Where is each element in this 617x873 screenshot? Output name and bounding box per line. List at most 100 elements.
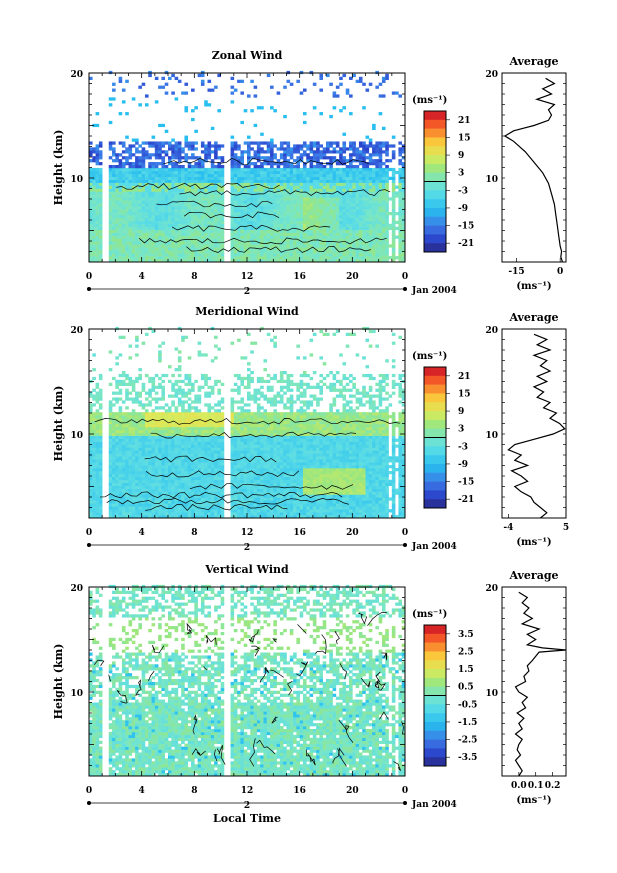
heatmap-cell xyxy=(144,515,149,519)
heatmap-cell xyxy=(177,164,182,169)
heatmap-cell xyxy=(108,438,113,442)
heatmap-cell xyxy=(174,197,179,201)
heatmap-cell xyxy=(306,182,310,186)
heatmap-cell xyxy=(204,214,208,219)
heatmap-cell xyxy=(144,494,149,498)
heatmap-cell xyxy=(144,500,149,504)
heatmap-cell xyxy=(372,203,376,207)
heatmap-cell xyxy=(217,109,221,113)
heatmap-cell xyxy=(154,244,159,248)
heatmap-cell xyxy=(276,220,281,225)
heatmap-cell xyxy=(154,100,159,104)
heatmap-cell xyxy=(168,226,172,230)
heatmap-cell xyxy=(391,188,396,192)
heatmap-cell xyxy=(385,141,389,145)
heatmap-cell xyxy=(362,173,366,178)
heatmap-cell xyxy=(217,188,221,192)
heatmap-cell xyxy=(174,470,179,475)
heatmap-cell xyxy=(243,197,248,201)
heatmap-cell xyxy=(177,391,182,395)
heatmap-cell xyxy=(286,250,291,254)
heatmap-cell xyxy=(276,206,281,210)
heatmap-cell xyxy=(161,209,166,213)
heatmap-cell xyxy=(276,173,281,178)
heatmap-cell xyxy=(342,182,347,186)
heatmap-cell xyxy=(335,232,340,236)
heatmap-cell xyxy=(286,176,291,180)
heatmap-cell xyxy=(135,182,139,186)
heatmap-cell xyxy=(233,141,238,145)
heatmap-cell xyxy=(121,173,126,178)
heatmap-cell xyxy=(388,159,393,163)
heatmap-cell xyxy=(187,229,192,233)
heatmap-cell xyxy=(92,432,96,436)
heatmap-cell xyxy=(270,138,274,142)
heatmap-cell xyxy=(309,212,314,216)
heatmap-cell xyxy=(270,156,274,160)
heatmap-cell xyxy=(296,182,300,186)
heatmap-cell xyxy=(214,206,218,210)
heatmap-cell xyxy=(296,179,300,183)
heatmap-cell xyxy=(112,438,116,442)
heatmap-cell xyxy=(299,176,304,180)
heatmap-cell xyxy=(391,256,396,260)
heatmap-cell xyxy=(177,444,182,448)
heatmap-cell xyxy=(339,162,343,166)
heatmap-cell xyxy=(138,250,142,254)
heatmap-cell xyxy=(89,468,93,472)
heatmap-cell xyxy=(237,232,241,236)
heatmap-cell xyxy=(230,194,235,198)
heatmap-cell xyxy=(128,506,133,510)
heatmap-cell xyxy=(273,153,277,157)
heatmap-cell xyxy=(220,176,225,180)
heatmap-cell xyxy=(131,418,136,422)
heatmap-cell xyxy=(207,220,212,225)
heatmap-cell xyxy=(260,150,264,154)
heatmap-cell xyxy=(181,167,185,172)
heatmap-cell xyxy=(233,206,238,210)
heatmap-cell xyxy=(283,212,287,216)
heatmap-cell xyxy=(352,194,356,198)
heatmap-cell xyxy=(322,200,327,204)
heatmap-cell xyxy=(253,150,258,154)
heatmap-cell xyxy=(144,94,149,98)
heatmap-cell xyxy=(95,191,100,195)
heatmap-cell xyxy=(194,223,198,228)
heatmap-cell xyxy=(151,232,156,236)
heatmap-cell xyxy=(319,238,324,242)
heatmap-cell xyxy=(335,182,340,186)
heatmap-cell xyxy=(118,415,123,419)
heatmap-cell xyxy=(158,488,162,492)
heatmap-cell xyxy=(365,206,370,210)
heatmap-cell xyxy=(279,247,284,251)
heatmap-cell xyxy=(299,226,304,230)
heatmap-cell xyxy=(335,256,340,260)
heatmap-cell xyxy=(151,194,156,198)
heatmap-cell xyxy=(125,238,129,242)
heatmap-cell xyxy=(276,182,281,186)
heatmap-cell xyxy=(276,200,281,204)
heatmap-cell xyxy=(214,144,218,148)
heatmap-cell xyxy=(329,223,333,228)
heatmap-cell xyxy=(355,188,360,192)
heatmap-cell xyxy=(89,509,93,513)
heatmap-cell xyxy=(161,259,166,263)
heatmap-cell xyxy=(108,103,113,107)
heatmap-cell xyxy=(316,200,320,204)
heatmap-cell xyxy=(326,185,330,189)
heatmap-cell xyxy=(89,491,93,495)
heatmap-cell xyxy=(332,141,337,145)
heatmap-cell xyxy=(385,182,389,186)
heatmap-cell xyxy=(135,503,139,507)
heatmap-cell xyxy=(168,156,172,160)
heatmap-cell xyxy=(161,420,166,425)
heatmap-cell xyxy=(148,197,152,201)
heatmap-cell xyxy=(128,179,133,183)
heatmap-cell xyxy=(391,250,396,254)
heatmap-cell xyxy=(329,170,333,175)
heatmap-cell xyxy=(355,214,360,219)
heatmap-cell xyxy=(128,185,133,189)
heatmap-cell xyxy=(118,235,123,239)
heatmap-cell xyxy=(108,382,113,386)
heatmap-cell xyxy=(181,509,185,513)
